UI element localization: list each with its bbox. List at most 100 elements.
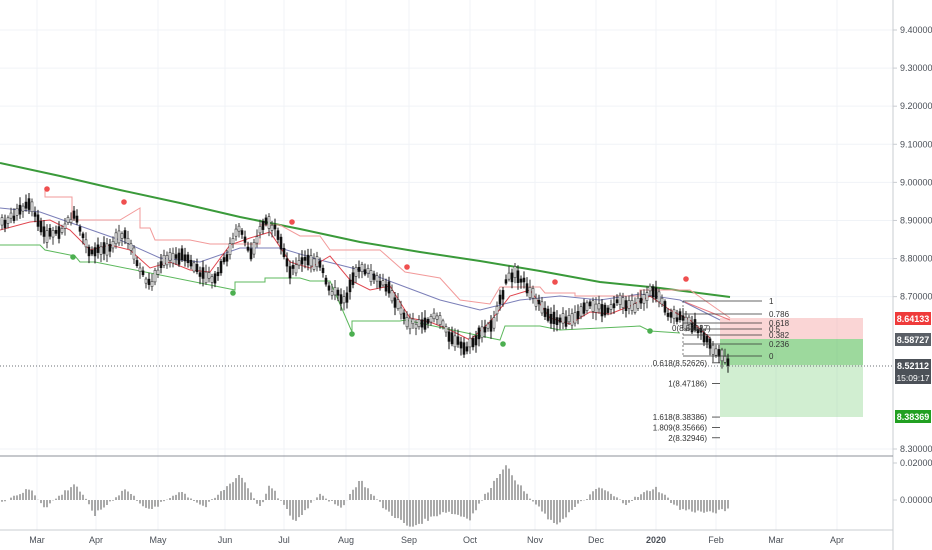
- candle-body: [75, 215, 79, 223]
- fib-level-label: 0.236: [769, 340, 790, 349]
- fib-ext-label: 1(8.47186): [668, 380, 707, 389]
- candle-body: [246, 246, 250, 251]
- candle-body: [231, 238, 235, 244]
- candle-body: [399, 307, 403, 315]
- candle-body: [588, 301, 592, 307]
- fib-level-label: 0.382: [769, 331, 790, 340]
- candle-body: [510, 272, 514, 283]
- sell-signal-dot[interactable]: [289, 219, 295, 225]
- time-axis[interactable]: Mar Apr May Jun Jul Aug Sep Oct Nov Dec 2020 Feb Mar…: [29, 535, 844, 545]
- candle-body: [234, 228, 238, 237]
- time-tick-label: May: [149, 535, 167, 545]
- target-zone-light[interactable]: [720, 365, 863, 417]
- osc-tick-label: 0.00000: [900, 495, 932, 505]
- candle-body: [207, 272, 211, 279]
- buy-signal-dot[interactable]: [349, 331, 355, 337]
- candle-body: [639, 297, 643, 304]
- candle-body: [627, 300, 631, 309]
- sell-signal-dot[interactable]: [552, 279, 558, 285]
- candle-body: [585, 302, 589, 311]
- candle-body: [528, 287, 532, 298]
- candle-body: [651, 286, 655, 298]
- buy-signal-dot[interactable]: [647, 328, 653, 334]
- moving-average-long[interactable]: [0, 162, 731, 298]
- trailing-stop-upper[interactable]: [44, 190, 731, 319]
- candle-body: [48, 227, 52, 237]
- candle-body: [570, 313, 574, 326]
- svg-text:8.52112: 8.52112: [897, 361, 929, 371]
- candle-body: [534, 298, 538, 307]
- target-zone-dark[interactable]: [720, 339, 863, 365]
- candle-body: [384, 284, 388, 292]
- buy-signal-dot[interactable]: [500, 341, 506, 347]
- candle-body: [90, 249, 94, 255]
- sell-signal-dot[interactable]: [121, 199, 127, 205]
- candle-body: [666, 312, 670, 317]
- candle-body: [267, 216, 271, 229]
- fibonacci-extension[interactable]: 0.618(8.52626) 1(8.47186) 1.618(8.38386)1.…: [653, 359, 720, 443]
- candle-body: [186, 254, 190, 264]
- candle-body: [642, 294, 646, 304]
- candle-body: [435, 315, 439, 320]
- candle-body: [297, 260, 301, 266]
- candle-body: [27, 198, 31, 210]
- candle-body: [237, 225, 241, 232]
- candlesticks: [0, 192, 730, 373]
- trailing-stop-lower[interactable]: [0, 244, 681, 341]
- candle-body: [126, 237, 130, 244]
- candle-body: [114, 232, 118, 245]
- candle-body: [312, 258, 316, 270]
- countdown-tag: 15:09:17: [895, 372, 931, 384]
- candle-body: [51, 230, 55, 238]
- candle-body: [225, 254, 229, 262]
- fib-level-label: 0: [769, 352, 774, 361]
- oscillator-axis[interactable]: 0.02000 0.00000: [893, 458, 932, 505]
- price-axis[interactable]: 9.40000 9.30000 9.20000 9.10000 9.00000 8.900…: [893, 25, 932, 454]
- candle-body: [156, 269, 160, 275]
- candle-body: [96, 244, 100, 253]
- candle-body: [165, 255, 169, 266]
- candle-body: [24, 201, 28, 209]
- candle-body: [687, 316, 691, 325]
- buy-signal-dot[interactable]: [70, 254, 76, 260]
- candle-body: [348, 279, 352, 293]
- moving-average-blue[interactable]: [0, 207, 721, 321]
- candle-body: [726, 358, 730, 366]
- candle-body: [9, 212, 13, 219]
- candle-body: [324, 277, 328, 285]
- candle-body: [369, 270, 373, 282]
- candle-body: [117, 230, 121, 244]
- sell-signal-dot[interactable]: [404, 264, 410, 270]
- candle-body: [501, 290, 505, 300]
- candle-body: [309, 255, 313, 267]
- candle-body: [549, 313, 553, 324]
- price-tick-label: 9.10000: [900, 139, 932, 149]
- candle-body: [180, 248, 184, 261]
- stop-loss-zone[interactable]: [720, 318, 863, 339]
- candle-body: [405, 317, 409, 328]
- candle-body: [360, 264, 364, 272]
- candle-body: [477, 327, 481, 340]
- moving-average-red[interactable]: [0, 219, 711, 341]
- candle-body: [18, 204, 22, 215]
- signal-dots: [44, 186, 689, 347]
- candle-body: [654, 287, 658, 299]
- candle-body: [366, 268, 370, 274]
- sell-signal-dot[interactable]: [44, 186, 50, 192]
- candle-body: [555, 317, 559, 326]
- candle-body: [552, 311, 556, 325]
- candle-body: [258, 226, 262, 234]
- candle-body: [66, 217, 70, 223]
- candle-body: [150, 281, 154, 287]
- candle-body: [702, 332, 706, 343]
- sell-signal-dot[interactable]: [683, 276, 689, 282]
- entry-line[interactable]: [684, 301, 731, 321]
- candle-body: [252, 242, 256, 255]
- candle-body: [333, 287, 337, 296]
- time-tick-label: Apr: [89, 535, 103, 545]
- candle-body: [708, 338, 712, 349]
- buy-signal-dot[interactable]: [230, 290, 236, 296]
- candle-body: [321, 267, 325, 274]
